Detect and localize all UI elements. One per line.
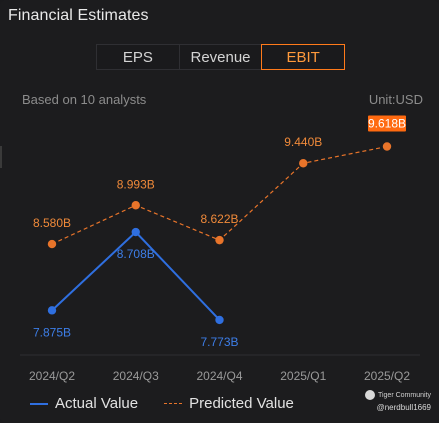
chart-legend: Actual Value Predicted Value: [30, 395, 320, 412]
predicted-data-point: [382, 142, 392, 151]
predicted-data-label: 8.580B: [33, 216, 71, 230]
watermark-brand: Tiger Community: [377, 391, 431, 399]
x-tick-label: 2024/Q4: [196, 369, 242, 383]
x-tick-label: 2024/Q3: [113, 369, 159, 383]
x-tick-label: 2024/Q2: [29, 369, 75, 383]
predicted-data-label: 9.618B: [368, 117, 406, 131]
predicted-series-line: [51, 145, 388, 245]
predicted-data-label: 8.622B: [200, 212, 238, 226]
actual-data-point: [215, 315, 224, 325]
legend-predicted-label: Predicted Value: [189, 395, 294, 412]
metric-tabs: EPS Revenue EBIT: [96, 44, 346, 70]
unit-label: Unit:USD: [368, 92, 423, 107]
actual-data-label: 7.875B: [33, 325, 71, 339]
tiger-community-logo-icon: [364, 390, 375, 400]
actual-data-label: 7.773B: [200, 335, 238, 349]
legend-actual: Actual Value: [30, 395, 138, 412]
dashed-line-swatch-icon: [164, 403, 183, 404]
actual-data-label: 8.708B: [117, 247, 155, 261]
actual-data-point: [47, 306, 57, 315]
page-title: Financial Estimates: [8, 7, 149, 24]
predicted-data-point: [215, 235, 224, 245]
x-tick-label: 2025/Q2: [364, 369, 410, 383]
tab-eps[interactable]: EPS: [97, 45, 180, 69]
predicted-data-label: 8.993B: [117, 177, 155, 191]
solid-line-swatch-icon: [30, 402, 48, 405]
predicted-data-point: [131, 201, 140, 210]
analyst-count-text: Based on 10 analysts: [22, 92, 147, 107]
x-tick-label: 2025/Q1: [280, 369, 326, 383]
actual-data-point: [131, 227, 140, 237]
ebit-line-chart: 2024/Q2 2024/Q3 2024/Q4 2025/Q1 2025/Q2 7.875…: [20, 115, 420, 383]
scroll-notch: [0, 146, 2, 168]
predicted-data-label: 9.440B: [284, 135, 322, 149]
predicted-data-point: [47, 239, 57, 249]
highlight-label-box: [368, 115, 406, 132]
tab-ebit[interactable]: EBIT: [261, 44, 346, 70]
actual-series-line: [51, 230, 221, 321]
legend-actual-label: Actual Value: [55, 395, 139, 412]
predicted-data-point: [299, 159, 308, 168]
legend-predicted: Predicted Value: [164, 395, 294, 412]
watermark-handle: @nerdbull1669: [376, 403, 431, 412]
watermark: Tiger Community @nerdbull1669: [361, 390, 431, 412]
